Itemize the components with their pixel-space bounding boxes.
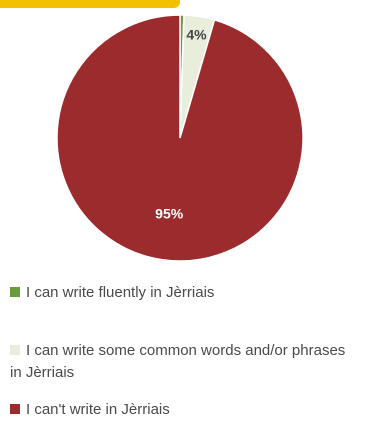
pie-slice-cannot-write [56,14,304,262]
legend-swatch [10,345,20,355]
legend-swatch [10,404,20,414]
legend-item-cannot-write: I can't write in Jèrriais [10,399,170,421]
legend-label: I can write fluently in Jèrriais [26,284,215,301]
legend-label: I can write some common words and/or phr… [10,342,346,381]
legend-label: I can't write in Jèrriais [26,401,170,418]
title-fragment [0,0,180,8]
data-label: 4% [186,26,207,42]
legend-item-some-words: I can write some common words and/or phr… [10,340,360,384]
legend-item-fluently: I can write fluently in Jèrriais [10,282,214,304]
data-label: 95% [155,205,184,221]
legend-swatch [10,287,20,297]
pie-chart: 4% 95% [56,14,304,262]
